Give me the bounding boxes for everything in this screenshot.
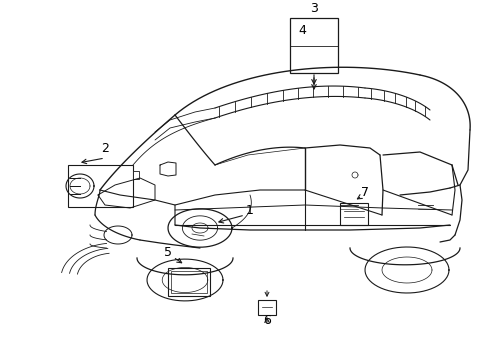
- Text: 4: 4: [298, 23, 305, 36]
- Bar: [133, 171, 139, 179]
- Text: 7: 7: [360, 185, 368, 198]
- Text: 6: 6: [263, 314, 270, 327]
- Text: 5: 5: [163, 247, 172, 260]
- Bar: [171, 271, 206, 293]
- Text: 1: 1: [245, 203, 253, 216]
- Text: 2: 2: [101, 141, 109, 154]
- Bar: [68, 165, 133, 207]
- Text: 3: 3: [309, 1, 317, 14]
- Bar: [258, 300, 275, 315]
- Bar: [339, 203, 367, 225]
- Bar: [168, 268, 209, 296]
- Bar: [289, 18, 337, 73]
